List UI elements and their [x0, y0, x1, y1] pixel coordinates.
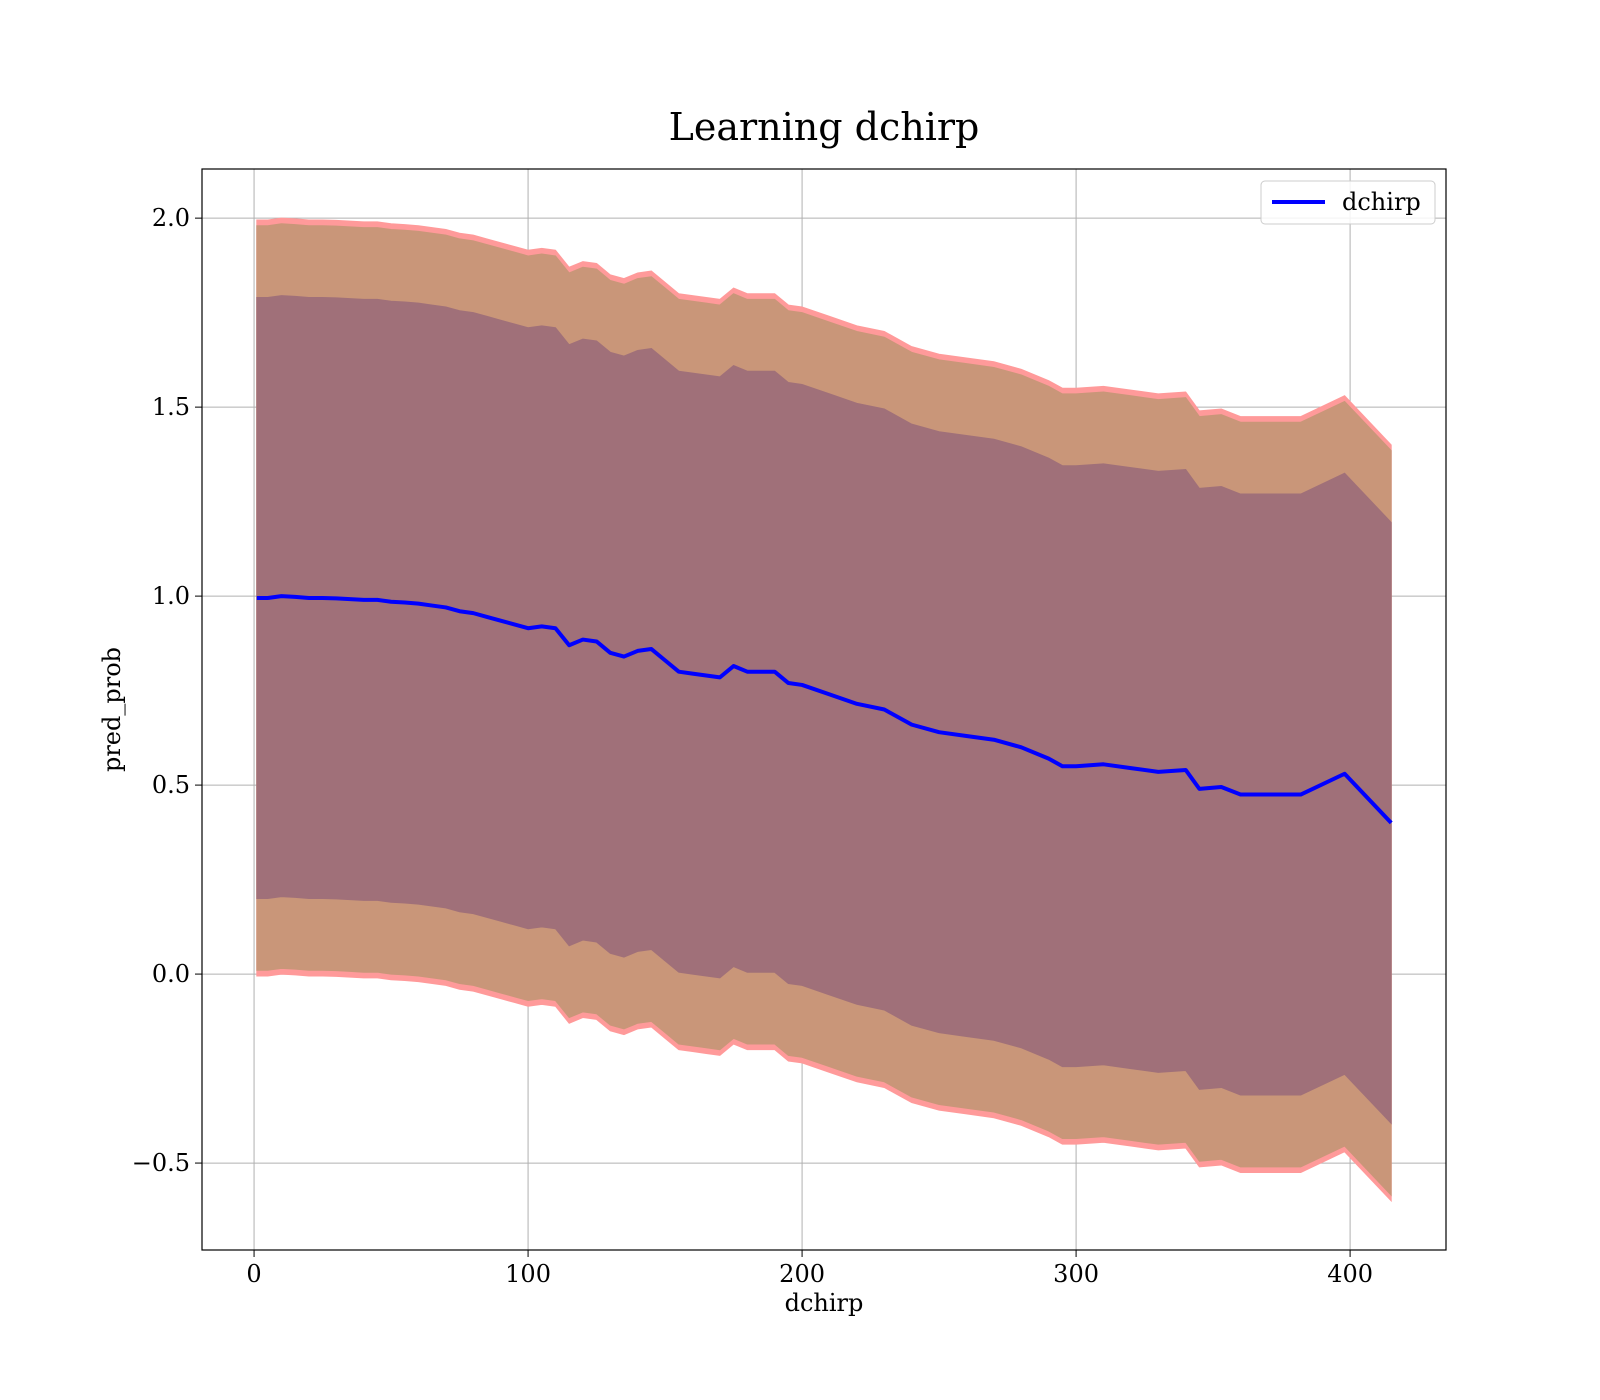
chart-title: Learning dchirp — [669, 105, 980, 149]
x-tick-label: 200 — [779, 1260, 825, 1288]
series-line-dchirp — [256, 594, 1393, 825]
x-tick-label: 400 — [1327, 1260, 1373, 1288]
legend-box — [1260, 180, 1436, 225]
x-tick-label: 0 — [246, 1260, 261, 1288]
y-tick-label: −0.5 — [132, 1149, 190, 1177]
y-tick-label: 0.0 — [152, 960, 190, 988]
legend: dchirp — [1260, 180, 1436, 225]
series-lines — [256, 594, 1393, 825]
legend-label-dchirp: dchirp — [1342, 188, 1421, 216]
y-tick-label: 0.5 — [152, 771, 190, 799]
x-tick-label: 100 — [505, 1260, 551, 1288]
x-axis-title: dchirp — [785, 1289, 864, 1317]
y-tick-label: 1.5 — [152, 393, 190, 421]
x-axis-ticks: 0 100 200 300 400 — [246, 1250, 1373, 1288]
inner-band — [256, 295, 1392, 1125]
y-tick-label: 2.0 — [152, 204, 190, 232]
error-bands — [256, 217, 1392, 1203]
x-tick-label: 300 — [1053, 1260, 1099, 1288]
y-axis-title: pred_prob — [98, 647, 126, 772]
y-tick-label: 1.0 — [152, 582, 190, 610]
y-axis-ticks: −0.5 0.0 0.5 1.0 1.5 2.0 — [132, 204, 202, 1177]
plot-area-frame — [201, 168, 1447, 1251]
